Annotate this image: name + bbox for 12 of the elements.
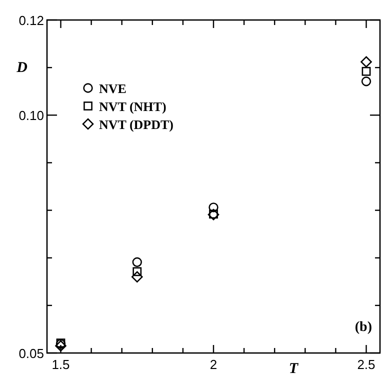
y-axis-title: D	[16, 60, 28, 76]
legend-label: NVT (DPDT)	[99, 117, 174, 132]
y-tick-label: 0.10	[18, 108, 44, 124]
x-tick-label: 2.5	[357, 357, 376, 372]
x-tick-label: 1.5	[52, 357, 70, 372]
legend-label: NVE	[99, 81, 126, 96]
legend-label: NVT (NHT)	[99, 99, 166, 114]
annotation: (b)	[354, 320, 372, 335]
x-tick-label: 2	[210, 357, 218, 372]
x-axis-title: T	[288, 361, 299, 377]
y-tick-label: 0.12	[18, 13, 44, 28]
y-tick-label: 0.05	[18, 346, 44, 361]
